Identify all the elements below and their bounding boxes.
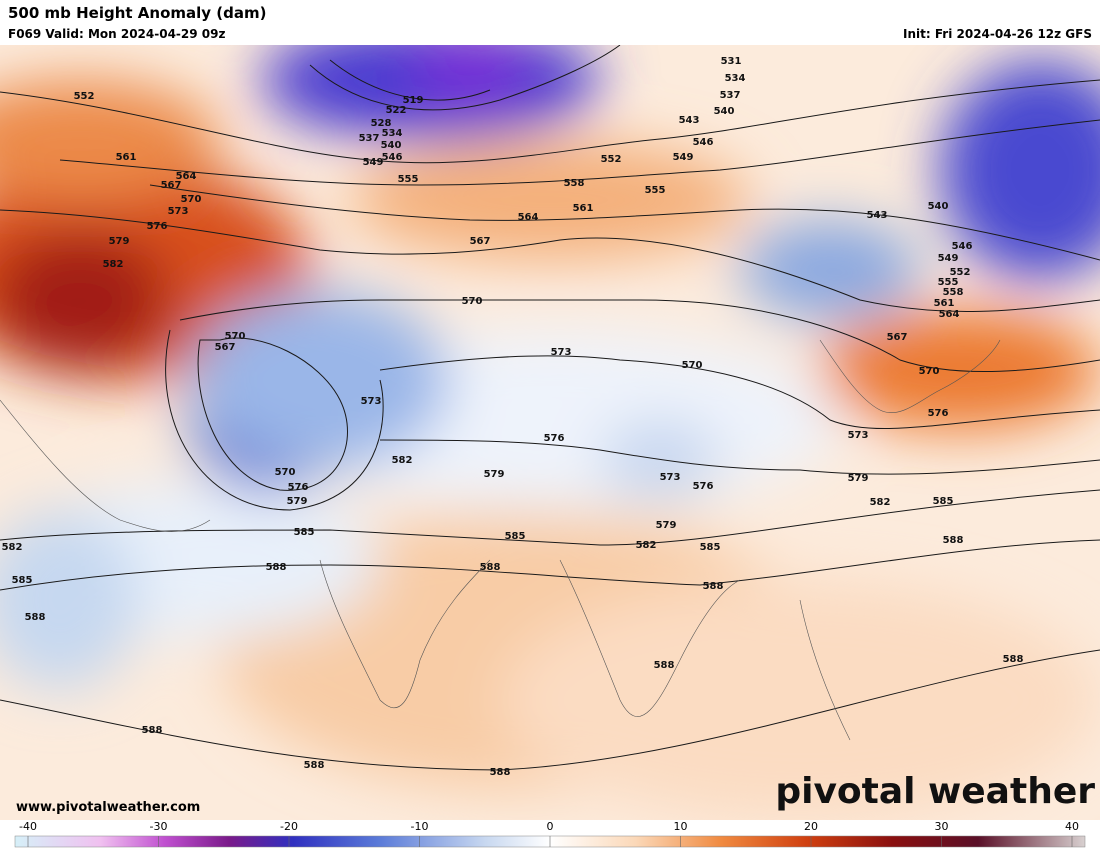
contour-label: 555: [645, 185, 666, 196]
contour-label: 543: [867, 210, 888, 221]
contour-label: 579: [109, 236, 130, 247]
contour-label: 582: [103, 259, 124, 270]
contour-label: 588: [266, 562, 287, 573]
contour-label: 552: [601, 154, 622, 165]
contour-label: 576: [928, 408, 949, 419]
contour-label: 585: [12, 575, 33, 586]
logo: pivotal weather: [775, 771, 1095, 812]
contour-label: 558: [564, 178, 585, 189]
contour-label: 555: [938, 277, 959, 288]
contour-label: 579: [656, 520, 677, 531]
contour-label: 522: [386, 105, 407, 116]
contour-label: 588: [304, 760, 325, 771]
contour-label: 564: [176, 171, 197, 182]
contour-label: 588: [654, 660, 675, 671]
contour-label: 540: [381, 140, 402, 151]
contour-label: 546: [693, 137, 714, 148]
watermark: www.pivotalweather.com: [16, 800, 200, 815]
contour-label: 552: [74, 91, 95, 102]
contour-label: 567: [161, 180, 182, 191]
colorbar-tick-label: 30: [935, 820, 949, 833]
contour-label: 573: [551, 347, 572, 358]
contour-label: 570: [919, 366, 940, 377]
colorbar-tick-label: 10: [674, 820, 688, 833]
contour-label: 573: [361, 396, 382, 407]
contour-label: 561: [573, 203, 594, 214]
contour-label: 543: [679, 115, 700, 126]
anomaly-field: [0, 45, 1100, 820]
contour-label: 528: [371, 118, 392, 129]
contour-label: 570: [462, 296, 483, 307]
contour-label: 570: [275, 467, 296, 478]
contour-label: 585: [933, 496, 954, 507]
contour-label: 531: [721, 56, 742, 67]
contour-label: 564: [518, 212, 539, 223]
contour-label: 588: [943, 535, 964, 546]
colorbar-tick-label: -30: [150, 820, 168, 833]
init-time: Init: Fri 2024-04-26 12z GFS: [903, 27, 1092, 41]
contour-label: 588: [480, 562, 501, 573]
contour-label: 549: [673, 152, 694, 163]
contour-label: 534: [725, 73, 746, 84]
colorbar-tick-label: -40: [19, 820, 37, 833]
colorbar-tick-label: 20: [804, 820, 818, 833]
contour-label: 573: [660, 472, 681, 483]
contour-label: 588: [142, 725, 163, 736]
contour-label: 537: [359, 133, 380, 144]
contour-label: 534: [382, 128, 403, 139]
colorbar-tick-label: -20: [280, 820, 298, 833]
contour-label: 588: [490, 767, 511, 778]
contour-label: 558: [943, 287, 964, 298]
contour-label: 582: [636, 540, 657, 551]
contour-label: 576: [288, 482, 309, 493]
contour-label: 561: [116, 152, 137, 163]
contour-label: 546: [952, 241, 973, 252]
contour-label: 564: [939, 309, 960, 320]
contour-label: 582: [392, 455, 413, 466]
colorbar-tick-label: 0: [547, 820, 554, 833]
contour-label: 519: [403, 95, 424, 106]
contour-label: 537: [720, 90, 741, 101]
contour-label: 573: [848, 430, 869, 441]
contour-label: 567: [470, 236, 491, 247]
contour-label: 582: [870, 497, 891, 508]
contour-label: 576: [693, 481, 714, 492]
contour-label: 585: [505, 531, 526, 542]
colorbar-tick-label: 40: [1065, 820, 1079, 833]
contour-label: 570: [682, 360, 703, 371]
contour-label: 546: [382, 152, 403, 163]
contour-label: 540: [714, 106, 735, 117]
contour-label: 576: [544, 433, 565, 444]
contour-label: 552: [950, 267, 971, 278]
contour-label: 561: [934, 298, 955, 309]
contour-label: 576: [147, 221, 168, 232]
contour-label: 585: [294, 527, 315, 538]
contour-label: 579: [848, 473, 869, 484]
contour-label: 570: [181, 194, 202, 205]
contour-label: 567: [215, 342, 236, 353]
contour-label: 588: [703, 581, 724, 592]
colorbar-tick-label: -10: [411, 820, 429, 833]
contour-label: 555: [398, 174, 419, 185]
contour-label: 567: [887, 332, 908, 343]
contour-label: 585: [700, 542, 721, 553]
contour-label: 588: [25, 612, 46, 623]
contour-label: 582: [2, 542, 23, 553]
contour-label: 540: [928, 201, 949, 212]
contour-label: 573: [168, 206, 189, 217]
contour-label: 588: [1003, 654, 1024, 665]
contour-label: 549: [363, 157, 384, 168]
contour-label: 570: [225, 331, 246, 342]
contour-label: 549: [938, 253, 959, 264]
contour-label: 579: [484, 469, 505, 480]
map-title: 500 mb Height Anomaly (dam): [8, 4, 267, 22]
contour-label: 579: [287, 496, 308, 507]
valid-time: F069 Valid: Mon 2024-04-29 09z: [8, 27, 225, 41]
